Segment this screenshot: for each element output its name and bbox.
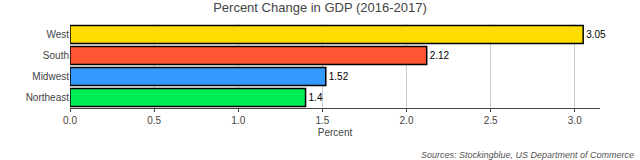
svg-text:Northeast: Northeast [26, 92, 70, 103]
svg-text:2.12: 2.12 [430, 50, 450, 61]
svg-text:1.4: 1.4 [309, 92, 323, 103]
svg-text:3.0: 3.0 [568, 115, 582, 126]
svg-text:Sources: Stockingblue, US Depa: Sources: Stockingblue, US Department of … [421, 150, 634, 160]
svg-text:2.5: 2.5 [484, 115, 498, 126]
svg-text:3.05: 3.05 [586, 29, 606, 40]
svg-text:0.5: 0.5 [147, 115, 161, 126]
svg-text:0.0: 0.0 [63, 115, 77, 126]
svg-text:1.5: 1.5 [315, 115, 329, 126]
svg-text:Percent: Percent [318, 127, 353, 138]
svg-text:South: South [43, 50, 69, 61]
svg-text:West: West [46, 29, 69, 40]
svg-text:1.52: 1.52 [329, 71, 349, 82]
svg-text:Midwest: Midwest [32, 71, 69, 82]
svg-text:Percent Change in GDP (2016-20: Percent Change in GDP (2016-2017) [213, 0, 427, 15]
svg-text:1.0: 1.0 [231, 115, 245, 126]
svg-text:2.0: 2.0 [400, 115, 414, 126]
